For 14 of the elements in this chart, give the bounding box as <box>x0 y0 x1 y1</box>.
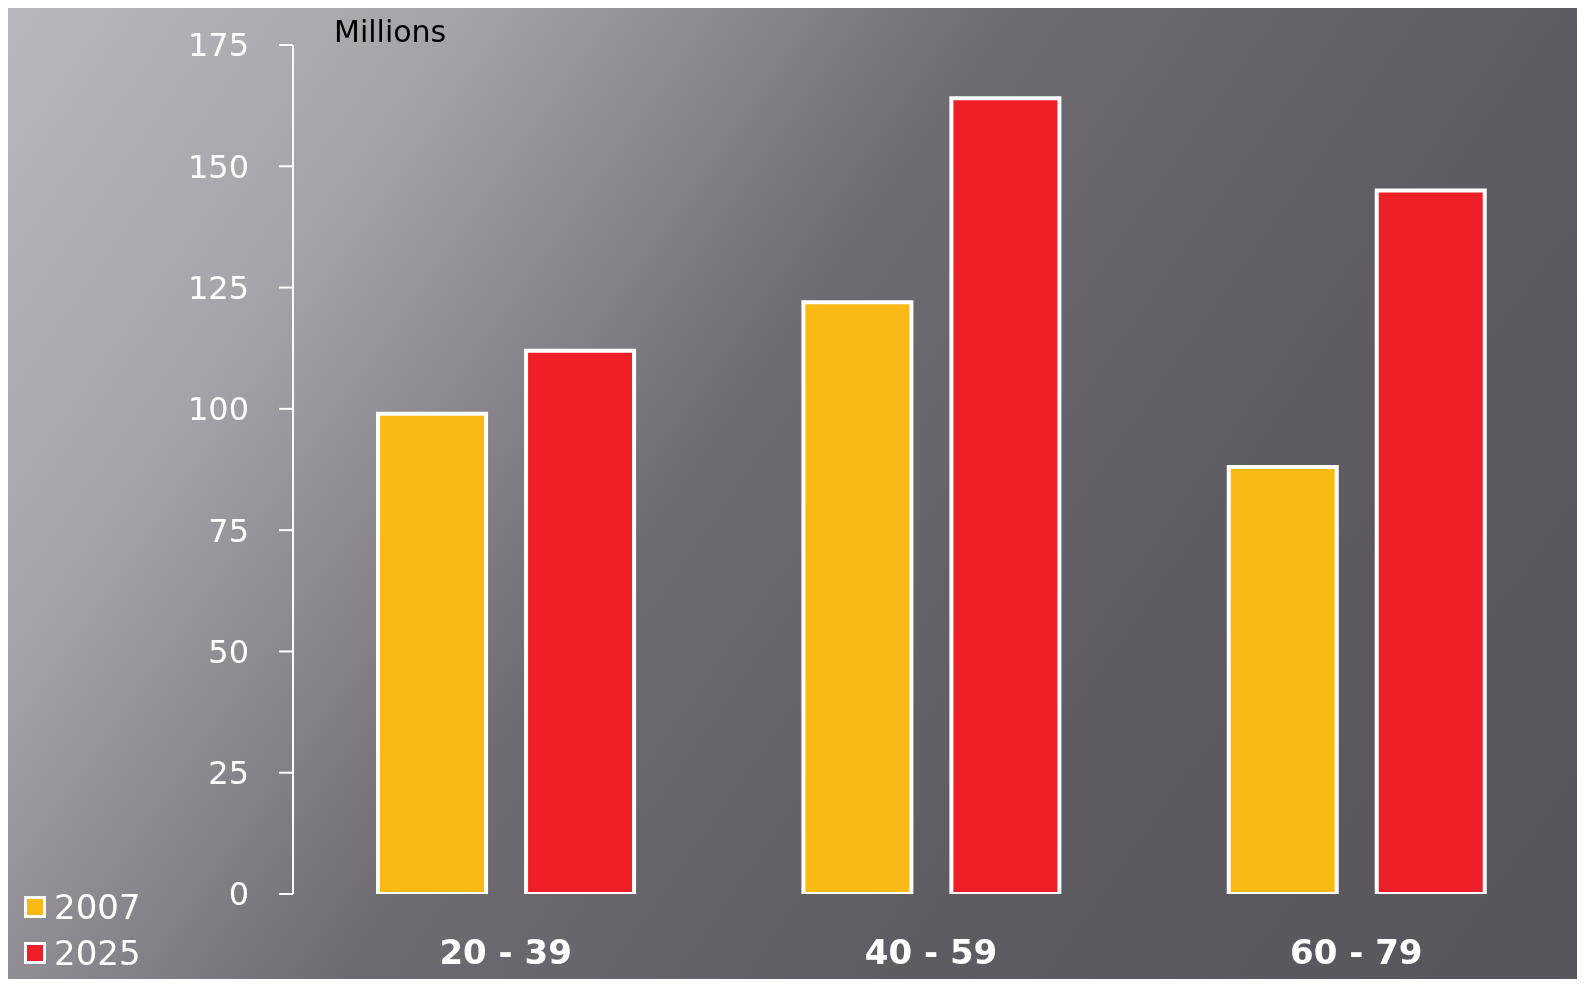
y-tick-label: 25 <box>208 754 249 793</box>
legend-label: 2007 <box>54 887 141 927</box>
y-tick-label: 150 <box>187 147 249 186</box>
y-tick-label: 50 <box>208 632 249 671</box>
y-tick-label: 0 <box>228 875 249 914</box>
x-tick-label: 60 - 79 <box>1290 932 1423 973</box>
x-tick-label: 20 - 39 <box>439 932 572 973</box>
legend-label: 2025 <box>54 933 141 973</box>
y-tick-label: 75 <box>208 511 249 550</box>
y-axis-title: Millions <box>334 14 447 49</box>
x-tick-label: 40 - 59 <box>864 932 998 973</box>
y-tick-label: 125 <box>187 268 249 307</box>
y-tick-label: 100 <box>187 390 249 429</box>
y-tick-label: 175 <box>187 26 249 65</box>
